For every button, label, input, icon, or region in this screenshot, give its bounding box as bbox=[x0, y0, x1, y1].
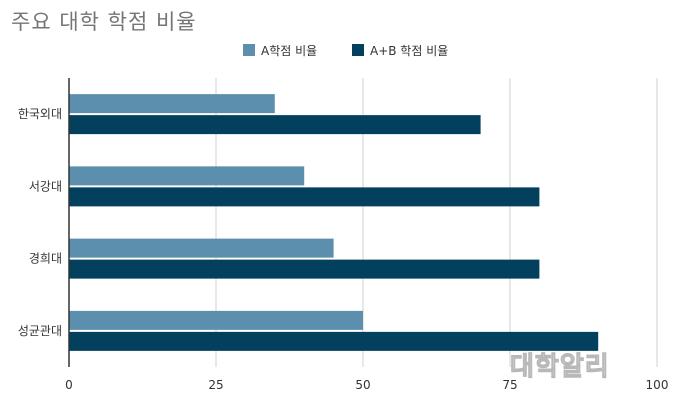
watermark-logo: 대학알리 bbox=[510, 352, 610, 383]
bar bbox=[69, 259, 540, 279]
bar bbox=[69, 331, 599, 351]
y-tick-label: 성균관대 bbox=[18, 324, 62, 338]
x-tick-label: 75 bbox=[502, 378, 517, 392]
bar bbox=[69, 238, 334, 258]
bar bbox=[69, 310, 363, 330]
legend-swatch bbox=[352, 44, 364, 56]
legend-label: A+B 학점 비율 bbox=[370, 44, 448, 58]
x-tick-label: 100 bbox=[646, 378, 669, 392]
bar bbox=[69, 187, 540, 207]
legend-swatch bbox=[243, 44, 255, 56]
chart-title: 주요 대학 학점 비율 bbox=[11, 10, 197, 34]
y-tick-label: 경희대 bbox=[29, 252, 62, 266]
x-tick-label: 50 bbox=[355, 378, 370, 392]
bar bbox=[69, 115, 481, 135]
x-tick-label: 0 bbox=[65, 378, 73, 392]
x-tick-label: 25 bbox=[208, 378, 223, 392]
y-tick-label: 서강대 bbox=[29, 179, 62, 193]
bars bbox=[69, 94, 599, 351]
bar bbox=[69, 94, 275, 114]
legend-label: A학점 비율 bbox=[261, 44, 317, 58]
bar bbox=[69, 166, 305, 186]
y-tick-label: 한국외대 bbox=[18, 107, 62, 121]
legend: A학점 비율 A+B 학점 비율 bbox=[243, 44, 448, 58]
